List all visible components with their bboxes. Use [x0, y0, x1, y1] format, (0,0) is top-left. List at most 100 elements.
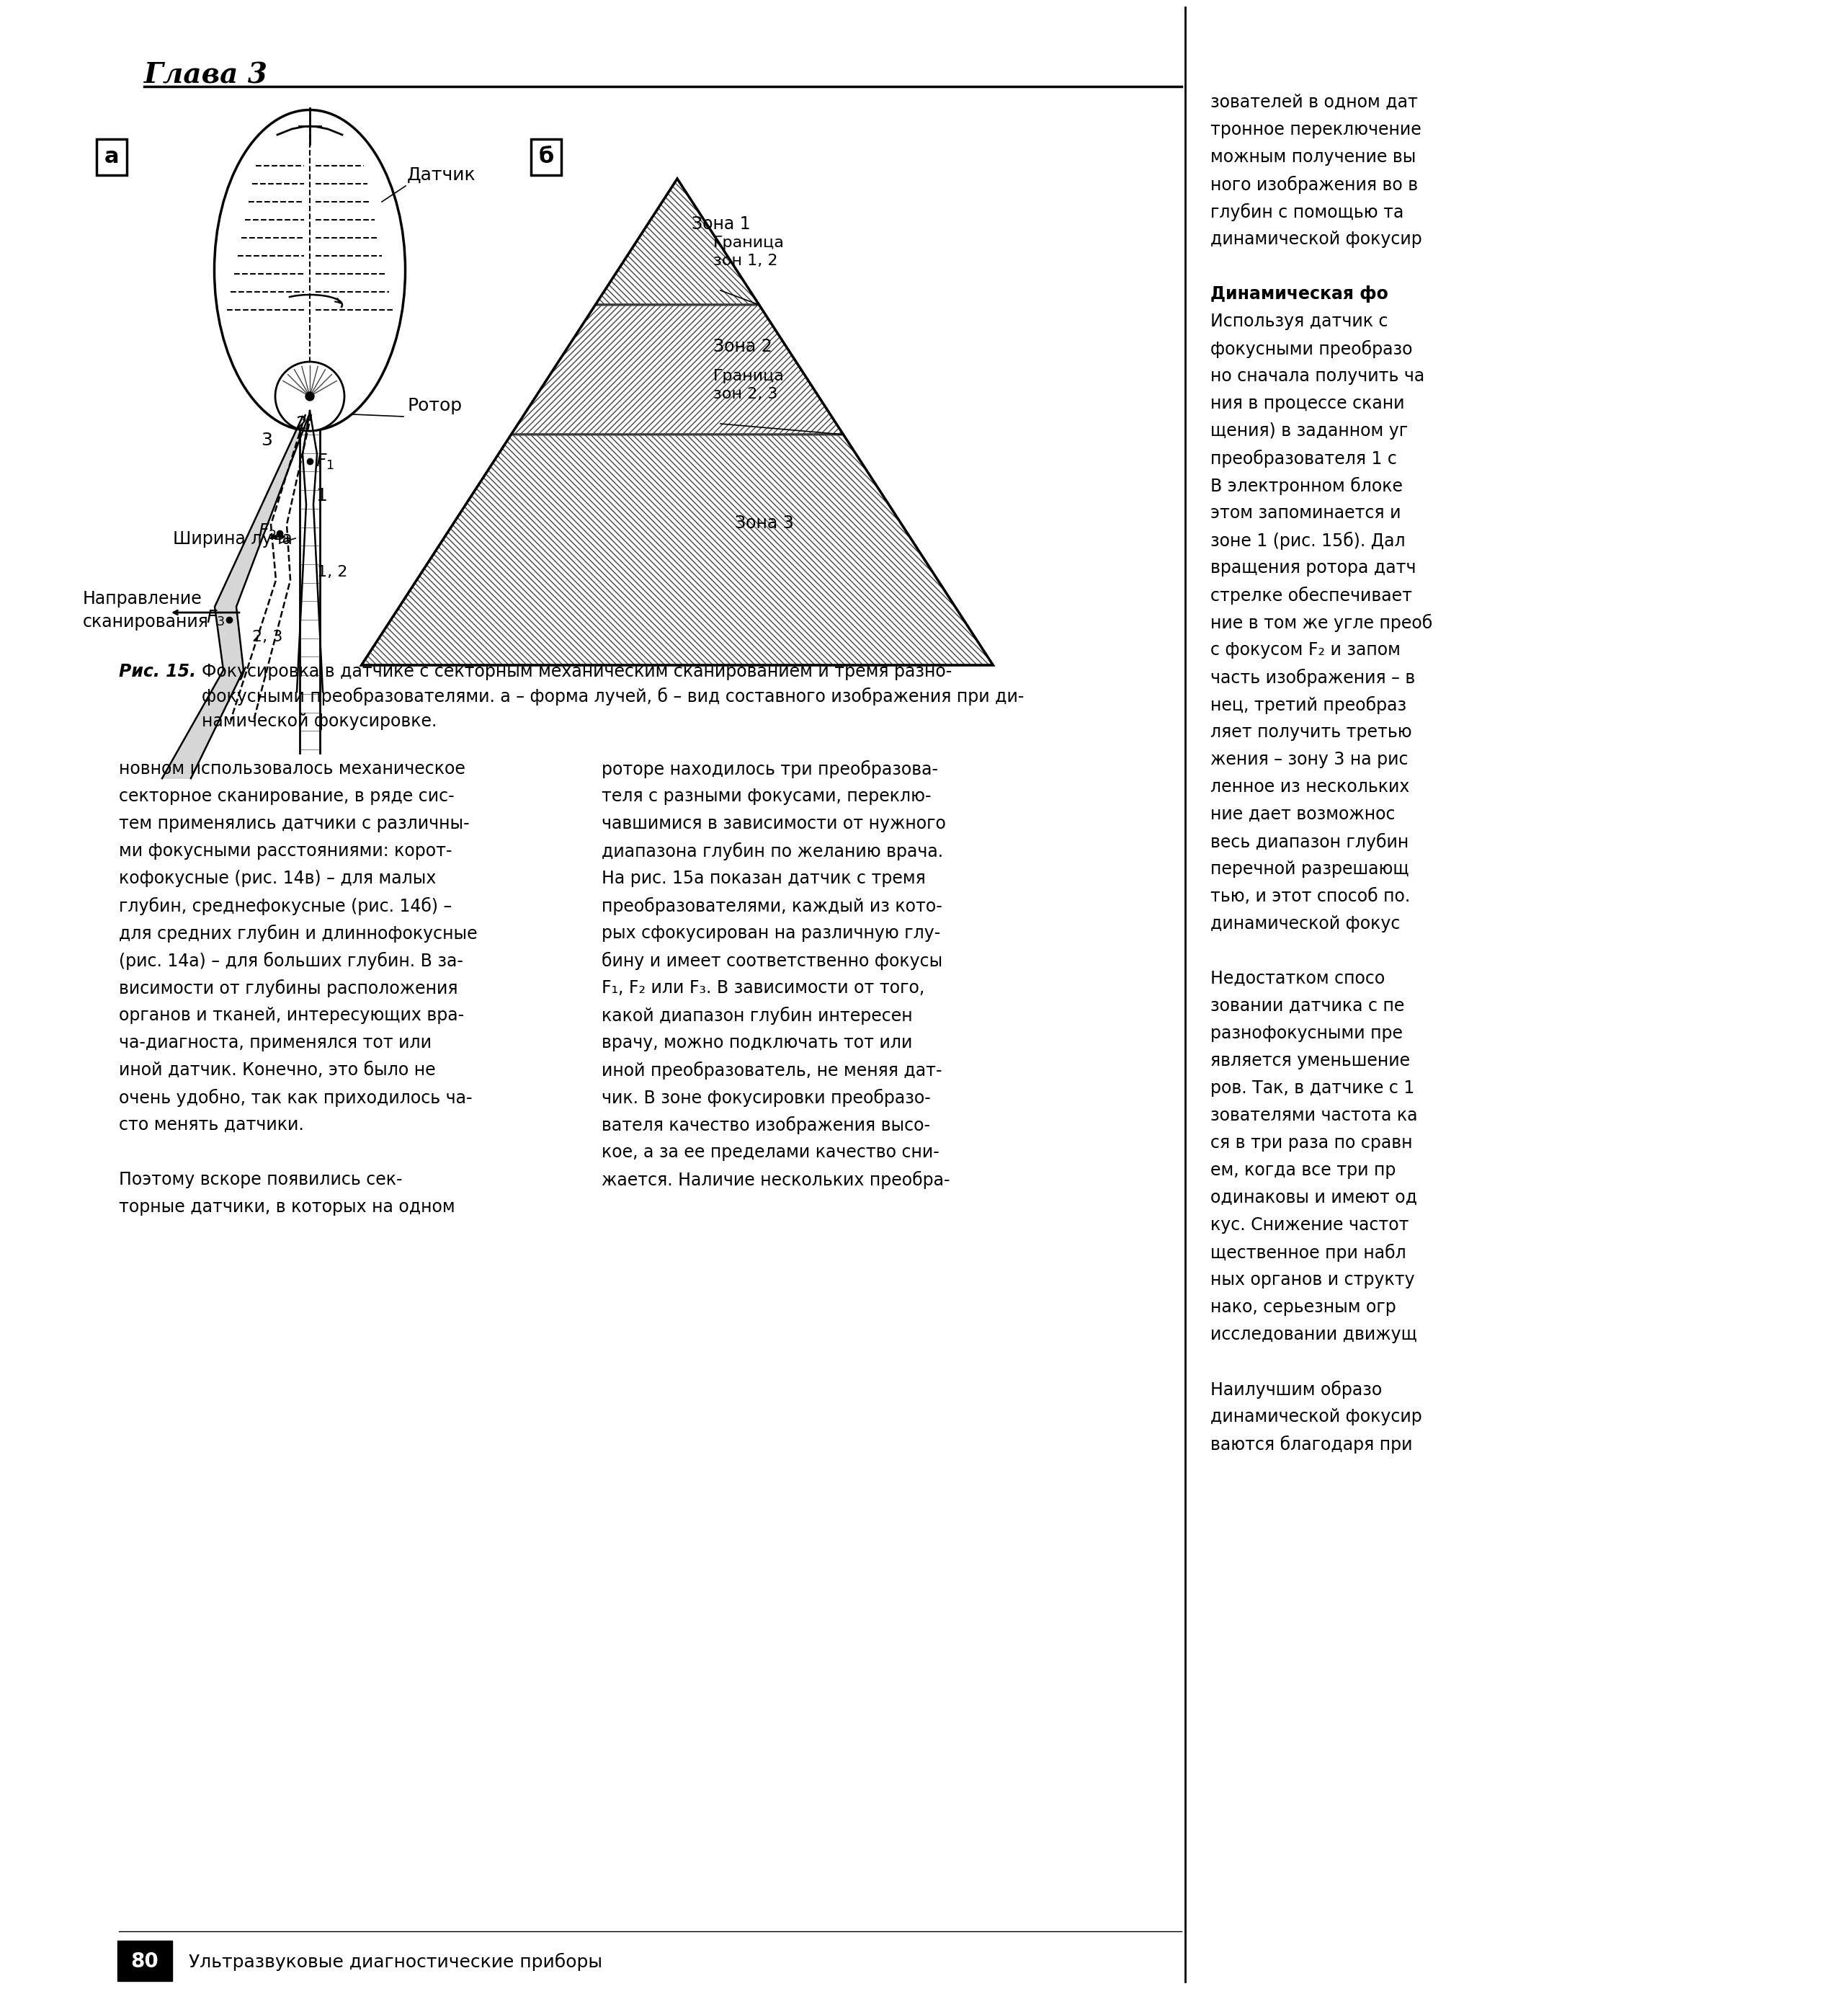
Ellipse shape: [214, 110, 405, 431]
Text: (рис. 14а) – для больших глубин. В за-: (рис. 14а) – для больших глубин. В за-: [118, 951, 464, 969]
Text: исследовании движущ: исследовании движущ: [1210, 1326, 1417, 1344]
Text: кое, а за ее пределами качество сни-: кое, а за ее пределами качество сни-: [602, 1145, 939, 1161]
Text: динамической фокусир: динамической фокусир: [1210, 1408, 1421, 1426]
Text: преобразователя 1 с: преобразователя 1 с: [1210, 451, 1397, 469]
Text: Направление
сканирования: Направление сканирования: [83, 590, 209, 630]
Polygon shape: [163, 417, 309, 778]
Text: нако, серьезным огр: нако, серьезным огр: [1210, 1298, 1395, 1316]
Text: Используя датчик с: Используя датчик с: [1210, 313, 1388, 331]
Text: ваются благодаря при: ваются благодаря при: [1210, 1436, 1412, 1454]
Text: Зона 3: Зона 3: [736, 514, 795, 532]
Text: нец, третий преобраз: нец, третий преобраз: [1210, 696, 1406, 714]
Text: Граница
зон 2, 3: Граница зон 2, 3: [713, 369, 785, 401]
Text: роторе находилось три преобразова-: роторе находилось три преобразова-: [602, 760, 939, 778]
Text: Датчик: Датчик: [407, 166, 477, 183]
Text: $F_3$: $F_3$: [207, 608, 225, 628]
Text: ных органов и структу: ных органов и структу: [1210, 1272, 1416, 1288]
Text: органов и тканей, интересующих вра-: органов и тканей, интересующих вра-: [118, 1007, 464, 1025]
Text: 2, 3: 2, 3: [251, 630, 283, 644]
Text: весь диапазон глубин: весь диапазон глубин: [1210, 833, 1408, 851]
Text: ча-диагноста, применялся тот или: ча-диагноста, применялся тот или: [118, 1035, 432, 1051]
Text: но сначала получить ча: но сначала получить ча: [1210, 367, 1425, 385]
Text: кус. Снижение частот: кус. Снижение частот: [1210, 1216, 1408, 1234]
Text: бину и имеет соответственно фокусы: бину и имеет соответственно фокусы: [602, 951, 942, 969]
Text: можным получение вы: можным получение вы: [1210, 148, 1416, 166]
Text: б: б: [538, 148, 554, 167]
Text: стрелке обеспечивает: стрелке обеспечивает: [1210, 586, 1412, 604]
Text: фокусными преобразо: фокусными преобразо: [1210, 341, 1412, 359]
Text: врачу, можно подключать тот или: врачу, можно подключать тот или: [602, 1035, 913, 1051]
Text: динамической фокусир: динамической фокусир: [1210, 231, 1421, 247]
Text: Фокусировка в датчике с секторным механическим сканированием и тремя разно-
фоку: Фокусировка в датчике с секторным механи…: [201, 662, 1024, 730]
Text: сто менять датчики.: сто менять датчики.: [118, 1117, 303, 1133]
Text: является уменьшение: является уменьшение: [1210, 1053, 1410, 1069]
Text: с фокусом F₂ и запом: с фокусом F₂ и запом: [1210, 642, 1401, 658]
Text: Зона 2: Зона 2: [713, 337, 772, 355]
Text: зовании датчика с пе: зовании датчика с пе: [1210, 997, 1404, 1015]
Text: разнофокусными пре: разнофокусными пре: [1210, 1025, 1403, 1043]
Text: Ширина луча: Ширина луча: [174, 530, 292, 548]
Text: висимости от глубины расположения: висимости от глубины расположения: [118, 979, 458, 997]
Text: для средних глубин и длиннофокусные: для средних глубин и длиннофокусные: [118, 925, 477, 943]
Text: торные датчики, в которых на одном: торные датчики, в которых на одном: [118, 1198, 455, 1216]
Text: вращения ротора датч: вращения ротора датч: [1210, 558, 1416, 576]
Text: тью, и этот способ по.: тью, и этот способ по.: [1210, 887, 1410, 905]
Text: Глава 3: Глава 3: [144, 62, 268, 88]
Text: Наилучшим образо: Наилучшим образо: [1210, 1380, 1382, 1400]
Text: 1: 1: [316, 487, 327, 504]
Text: На рис. 15а показан датчик с тремя: На рис. 15а показан датчик с тремя: [602, 869, 926, 887]
Text: зоне 1 (рис. 15б). Дал: зоне 1 (рис. 15б). Дал: [1210, 532, 1404, 550]
Text: вателя качество изображения высо-: вателя качество изображения высо-: [602, 1117, 930, 1135]
Text: F₁, F₂ или F₃. В зависимости от того,: F₁, F₂ или F₃. В зависимости от того,: [602, 979, 924, 997]
Text: ние в том же угле преоб: ние в том же угле преоб: [1210, 614, 1432, 632]
Text: ми фокусными расстояниями: корот-: ми фокусными расстояниями: корот-: [118, 841, 453, 859]
Text: жается. Наличие нескольких преобра-: жается. Наличие нескольких преобра-: [602, 1170, 950, 1188]
Text: глубин, среднефокусные (рис. 14б) –: глубин, среднефокусные (рис. 14б) –: [118, 897, 453, 915]
Text: иной преобразователь, не меняя дат-: иной преобразователь, не меняя дат-: [602, 1061, 942, 1079]
Text: ленное из нескольких: ленное из нескольких: [1210, 778, 1410, 796]
Text: 1, 2: 1, 2: [318, 564, 347, 580]
Text: $F_1$: $F_1$: [316, 453, 334, 471]
Circle shape: [305, 393, 314, 401]
Text: очень удобно, так как приходилось ча-: очень удобно, так как приходилось ча-: [118, 1089, 473, 1107]
Text: ния в процессе скани: ния в процессе скани: [1210, 395, 1404, 413]
Text: ляет получить третью: ляет получить третью: [1210, 724, 1412, 742]
Text: рых сфокусирован на различную глу-: рых сфокусирован на различную глу-: [602, 925, 941, 941]
Text: Граница
зон 1, 2: Граница зон 1, 2: [713, 235, 785, 267]
Text: $F_2$: $F_2$: [259, 522, 277, 540]
Text: Динамическая фо: Динамическая фо: [1210, 285, 1388, 303]
Text: ем, когда все три пр: ем, когда все три пр: [1210, 1163, 1395, 1178]
Text: тем применялись датчики с различны-: тем применялись датчики с различны-: [118, 816, 469, 831]
Text: перечной разрешающ: перечной разрешающ: [1210, 861, 1408, 877]
Text: щения) в заданном уг: щения) в заданном уг: [1210, 423, 1408, 439]
Text: этом запоминается и: этом запоминается и: [1210, 504, 1401, 522]
Text: иной датчик. Конечно, это было не: иной датчик. Конечно, это было не: [118, 1061, 436, 1079]
Text: секторное сканирование, в ряде сис-: секторное сканирование, в ряде сис-: [118, 788, 455, 806]
Text: одинаковы и имеют од: одинаковы и имеют од: [1210, 1188, 1417, 1206]
Text: зователями частота ка: зователями частота ка: [1210, 1107, 1417, 1125]
Text: преобразователями, каждый из кото-: преобразователями, каждый из кото-: [602, 897, 942, 915]
Text: ся в три раза по сравн: ся в три раза по сравн: [1210, 1135, 1412, 1153]
Text: а: а: [103, 148, 118, 167]
Text: 3: 3: [261, 431, 272, 449]
Text: ров. Так, в датчике с 1: ров. Так, в датчике с 1: [1210, 1079, 1414, 1097]
Text: какой диапазон глубин интересен: какой диапазон глубин интересен: [602, 1007, 913, 1025]
Text: Зона 1: Зона 1: [691, 215, 750, 233]
Text: глубин с помощью та: глубин с помощью та: [1210, 203, 1404, 221]
Text: теля с разными фокусами, переклю-: теля с разными фокусами, переклю-: [602, 788, 931, 806]
FancyBboxPatch shape: [118, 1940, 172, 1980]
Text: 80: 80: [131, 1952, 159, 1972]
Circle shape: [275, 361, 344, 431]
Polygon shape: [512, 305, 843, 435]
Polygon shape: [362, 435, 992, 666]
Text: диапазона глубин по желанию врача.: диапазона глубин по желанию врача.: [602, 841, 942, 861]
Text: кофокусные (рис. 14в) – для малых: кофокусные (рис. 14в) – для малых: [118, 869, 436, 887]
Text: новном использовалось механическое: новном использовалось механическое: [118, 760, 466, 778]
Text: Рис. 15.: Рис. 15.: [118, 662, 201, 680]
Text: щественное при набл: щественное при набл: [1210, 1244, 1406, 1262]
Text: 2: 2: [296, 415, 307, 433]
Polygon shape: [595, 179, 760, 305]
Text: жения – зону 3 на рис: жения – зону 3 на рис: [1210, 752, 1408, 768]
Text: В электронном блоке: В электронном блоке: [1210, 477, 1403, 495]
Text: часть изображения – в: часть изображения – в: [1210, 668, 1416, 686]
